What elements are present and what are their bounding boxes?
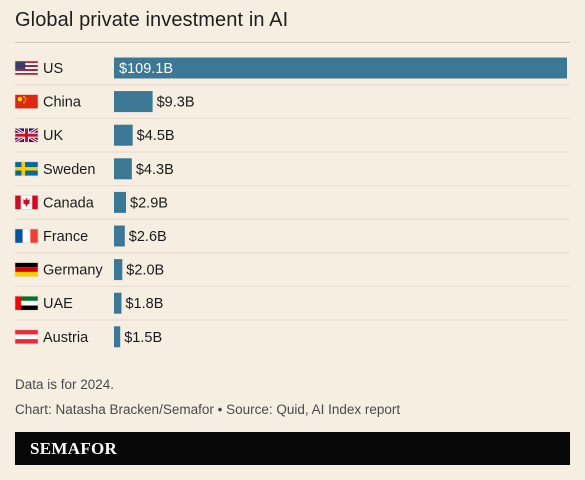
uk-flag-icon — [14, 126, 39, 144]
france-flag-icon — [14, 228, 39, 244]
value-label-uk: $4.5B — [137, 128, 175, 144]
title-divider — [15, 42, 570, 43]
value-label-china: $9.3B — [157, 95, 195, 111]
bar-france — [114, 225, 125, 247]
category-label-france: France — [43, 229, 88, 245]
value-label-us: $109.1B — [119, 61, 173, 77]
value-label-uae: $1.8B — [125, 296, 163, 312]
category-label-germany: Germany — [43, 263, 103, 279]
value-label-france: $2.6B — [129, 229, 167, 245]
value-label-germany: $2.0B — [126, 263, 164, 279]
bar-uk — [114, 124, 133, 146]
bar-austria — [114, 326, 121, 348]
bar-chart: US $109.1B China $9.3B UK $4.5B Sweden $4.3B Can… — [14, 57, 570, 348]
chart-title: Global private investment in AI — [15, 9, 289, 31]
semafor-logo[interactable]: SEMAFOR — [30, 439, 118, 458]
canada-flag-icon — [14, 195, 39, 210]
category-label-us: US — [43, 61, 63, 77]
bar-us — [114, 57, 567, 79]
chart-credit: Chart: Natasha Bracken/Semafor • Source:… — [15, 402, 401, 417]
category-label-sweden: Sweden — [43, 162, 95, 178]
category-label-uae: UAE — [43, 296, 73, 312]
footer-bar: SEMAFOR — [15, 432, 570, 465]
bar-china — [114, 91, 153, 113]
category-label-austria: Austria — [43, 330, 89, 346]
sweden-flag-icon — [14, 161, 39, 177]
us-flag-icon — [14, 60, 39, 76]
china-flag-icon — [14, 94, 39, 109]
bar-uae — [114, 292, 122, 314]
bar-canada — [114, 191, 127, 213]
value-label-sweden: $4.3B — [136, 162, 174, 178]
category-label-uk: UK — [43, 128, 63, 144]
bar-germany — [114, 259, 123, 281]
bar-sweden — [114, 158, 132, 180]
germany-flag-icon — [14, 262, 39, 277]
austria-flag-icon — [14, 329, 39, 345]
data-note: Data is for 2024. — [15, 377, 115, 392]
category-label-canada: Canada — [43, 195, 95, 211]
uae-flag-icon — [14, 295, 39, 311]
value-label-austria: $1.5B — [124, 330, 162, 346]
category-label-china: China — [43, 95, 82, 111]
value-label-canada: $2.9B — [130, 195, 168, 211]
